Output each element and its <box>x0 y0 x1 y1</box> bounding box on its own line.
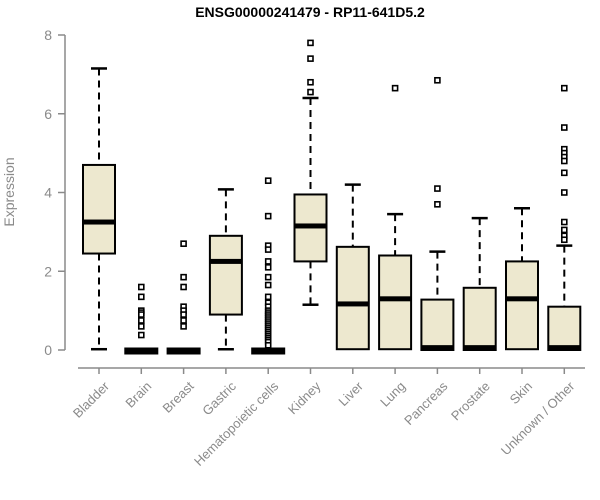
outlier-point <box>560 169 568 177</box>
x-category-label: Gastric <box>199 378 239 418</box>
outlier-point <box>434 185 441 192</box>
outlier-point <box>560 236 568 244</box>
boxplot-liver <box>335 183 370 351</box>
outlier-point <box>138 293 145 301</box>
outlier-point <box>560 189 568 196</box>
chart-title: ENSG00000241479 - RP11-641D5.2 <box>195 4 425 20</box>
x-category-label: Pancreas <box>401 378 451 428</box>
outlier-point <box>180 323 187 330</box>
iqr-box <box>378 254 413 351</box>
outlier-point <box>138 283 145 291</box>
boxplot-breast <box>166 240 201 355</box>
x-category-label: Kidney <box>285 378 324 417</box>
outlier-point <box>434 201 441 208</box>
x-category-label: Breast <box>160 378 197 415</box>
collapsed-box <box>166 347 201 355</box>
x-category-label: Lung <box>377 379 408 410</box>
iqr-box <box>547 305 582 351</box>
boxplot-kidney <box>293 39 328 306</box>
iqr-box <box>208 234 243 316</box>
outlier-point <box>138 331 145 339</box>
outlier-point <box>180 273 187 281</box>
outlier-point <box>180 240 187 247</box>
outlier-point <box>560 226 568 234</box>
y-axis-title: Expression <box>1 157 17 226</box>
outlier-point <box>264 246 272 253</box>
x-category-label: Skin <box>507 379 535 407</box>
outlier-point <box>138 323 145 330</box>
median-line <box>548 345 581 351</box>
outlier-point <box>180 317 187 324</box>
outlier-point <box>307 55 314 62</box>
outlier-point <box>264 273 272 281</box>
y-tick-label: 4 <box>44 185 52 201</box>
iqr-box <box>462 286 497 352</box>
outlier-point <box>138 317 145 324</box>
median-line <box>209 258 242 264</box>
collapsed-box <box>124 347 159 355</box>
x-category-label: Brain <box>122 379 154 411</box>
iqr-box <box>82 163 116 255</box>
outlier-point <box>307 88 314 96</box>
outlier-point <box>264 258 272 265</box>
outlier-point <box>391 84 399 92</box>
y-axis: 0 2 4 6 8 <box>44 27 66 358</box>
x-category-label: Unknown / Other <box>498 378 578 458</box>
collapsed-box <box>251 347 286 355</box>
boxplot-pancreas <box>420 76 455 352</box>
boxplot-prostate <box>462 216 497 352</box>
y-tick-label: 0 <box>44 342 52 358</box>
outlier-point <box>560 157 568 165</box>
outlier-point <box>138 311 145 318</box>
outlier-point <box>180 311 187 318</box>
outlier-point <box>264 212 272 220</box>
median-line <box>463 345 496 351</box>
outlier-point <box>264 177 272 184</box>
outlier-point <box>264 293 272 301</box>
iqr-box <box>505 260 539 351</box>
outlier-point <box>180 283 187 291</box>
outlier-point <box>560 218 568 226</box>
x-category-label: Bladder <box>70 378 113 421</box>
median-line <box>421 345 454 351</box>
iqr-box <box>420 298 455 352</box>
iqr-box <box>335 245 370 351</box>
boxplot-unknown-other <box>547 84 582 351</box>
outlier-point <box>307 39 314 47</box>
y-tick-label: 2 <box>44 263 52 279</box>
outlier-point <box>264 264 272 271</box>
median-line <box>83 219 115 225</box>
outlier-point <box>264 281 272 289</box>
median-line <box>294 223 327 229</box>
boxplot-skin <box>505 207 539 351</box>
x-category-label: Prostate <box>448 379 493 424</box>
outlier-point <box>264 341 272 349</box>
boxplot-bladder <box>82 67 116 351</box>
median-line <box>379 296 412 302</box>
median-line <box>336 301 369 307</box>
outlier-point <box>307 78 314 86</box>
boxplot-hematopoietic-cells <box>251 177 286 355</box>
outlier-point <box>560 84 568 92</box>
boxplot-gastric <box>208 188 243 351</box>
y-tick-label: 8 <box>44 27 52 43</box>
boxplot-lung <box>378 84 413 351</box>
outlier-point <box>434 76 441 84</box>
y-tick-label: 6 <box>44 106 52 122</box>
boxplot-series <box>82 39 582 355</box>
x-category-label: Liver <box>335 378 366 409</box>
outlier-point <box>560 124 568 131</box>
median-line <box>506 296 538 302</box>
boxplot-brain <box>124 283 159 355</box>
